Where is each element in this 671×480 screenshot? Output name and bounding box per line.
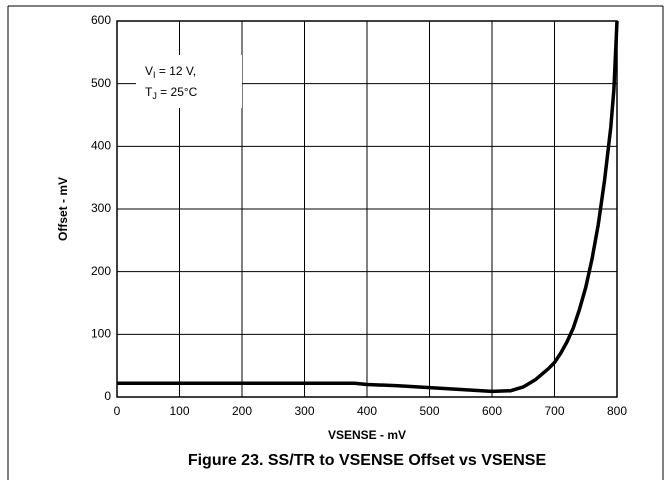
x-tick-label: 500 — [419, 404, 439, 418]
y-tick-label: 200 — [91, 264, 111, 278]
plot-border — [116, 20, 618, 398]
x-tick-label: 100 — [169, 404, 189, 418]
y-tick-label: 600 — [91, 13, 111, 27]
x-tick-label: 600 — [482, 404, 502, 418]
annotation-sub: I — [153, 70, 156, 80]
annotation-rest: = 12 V, — [156, 64, 197, 78]
y-tick-label: 0 — [104, 389, 111, 403]
chart-title: Figure 23. SS/TR to VSENSE Offset vs VSE… — [188, 452, 547, 469]
y-tick-label: 400 — [91, 139, 111, 153]
x-tick-label: 0 — [114, 404, 121, 418]
y-axis-label: Offset - mV — [56, 177, 70, 241]
annotation-main: T — [145, 85, 153, 99]
annotation-sub: J — [152, 91, 157, 101]
y-tick-label: 300 — [91, 201, 111, 215]
x-tick-label: 800 — [607, 404, 627, 418]
marks — [117, 20, 619, 394]
x-tick-label: 700 — [544, 404, 564, 418]
x-tick-label: 300 — [294, 404, 314, 418]
annotation-line: TJ = 25°C — [145, 85, 198, 101]
annotation-rest: = 25°C — [157, 85, 198, 99]
y-tick-label: 500 — [91, 76, 111, 90]
x-tick-label: 400 — [357, 404, 377, 418]
data-line — [117, 20, 619, 394]
annotation-main: V — [145, 64, 153, 78]
x-tick-label: 200 — [232, 404, 252, 418]
annotation-line: VI = 12 V, — [145, 64, 196, 80]
annotation-box — [136, 55, 242, 108]
annotation: VI = 12 V,TJ = 25°C — [145, 64, 198, 101]
x-axis-label: VSENSE - mV — [328, 428, 406, 442]
y-tick-label: 100 — [91, 327, 111, 341]
